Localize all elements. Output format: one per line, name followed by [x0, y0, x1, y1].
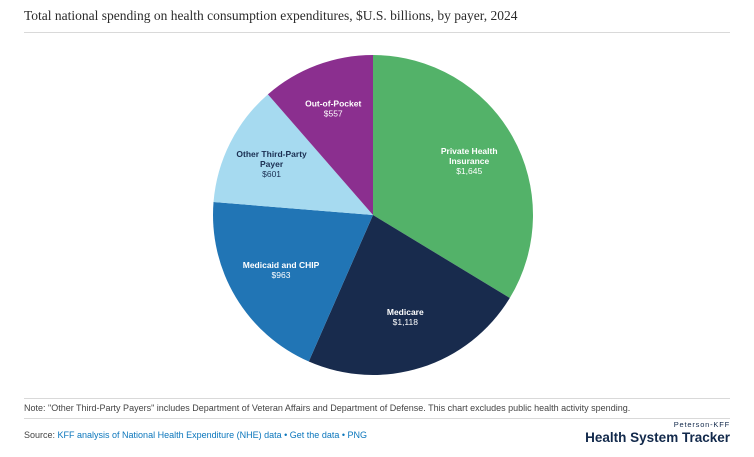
chart-title: Total national spending on health consum… — [24, 8, 518, 23]
footer-divider — [24, 418, 730, 419]
pie-slice-other-third-party-payer[interactable] — [213, 94, 373, 215]
pie-label-private-health-insurance: Private Health Insurance $1,645 — [441, 146, 498, 176]
png-link[interactable]: PNG — [347, 430, 368, 440]
source-line: Source: KFF analysis of National Health … — [24, 430, 367, 440]
pie-label-medicaid-and-chip: Medicaid and CHIP $963 — [243, 260, 320, 280]
health-system-tracker-logo: Peterson-KFF Health System Tracker — [585, 420, 730, 445]
pie-slice-private-health-insurance[interactable] — [373, 55, 533, 299]
source-prefix: Source: — [24, 430, 58, 440]
title-divider — [24, 32, 730, 33]
pie-chart: Private Health Insurance $1,645 Medicare $1,… — [213, 55, 533, 375]
pie-slice-out-of-pocket[interactable] — [267, 55, 373, 215]
pie-label-other-third-party-payer: Other Third-Party Payer $601 — [236, 149, 307, 179]
source-separator: • — [281, 430, 290, 440]
logo-health-system-tracker: Health System Tracker — [585, 430, 730, 445]
source-separator: • — [339, 430, 348, 440]
note-divider — [24, 398, 730, 399]
source-link-kff-analysis[interactable]: KFF analysis of National Health Expendit… — [57, 430, 282, 440]
pie-label-medicare: Medicare $1,118 — [387, 307, 424, 327]
pie-label-out-of-pocket: Out-of-Pocket $557 — [305, 99, 361, 119]
pie-slice-medicaid-and-chip[interactable] — [213, 202, 373, 362]
get-the-data-link[interactable]: Get the data — [289, 430, 340, 440]
chart-note: Note: "Other Third-Party Payers" include… — [24, 403, 631, 413]
logo-peterson-kff: Peterson-KFF — [673, 420, 730, 429]
pie-slice-medicare[interactable] — [308, 215, 510, 375]
